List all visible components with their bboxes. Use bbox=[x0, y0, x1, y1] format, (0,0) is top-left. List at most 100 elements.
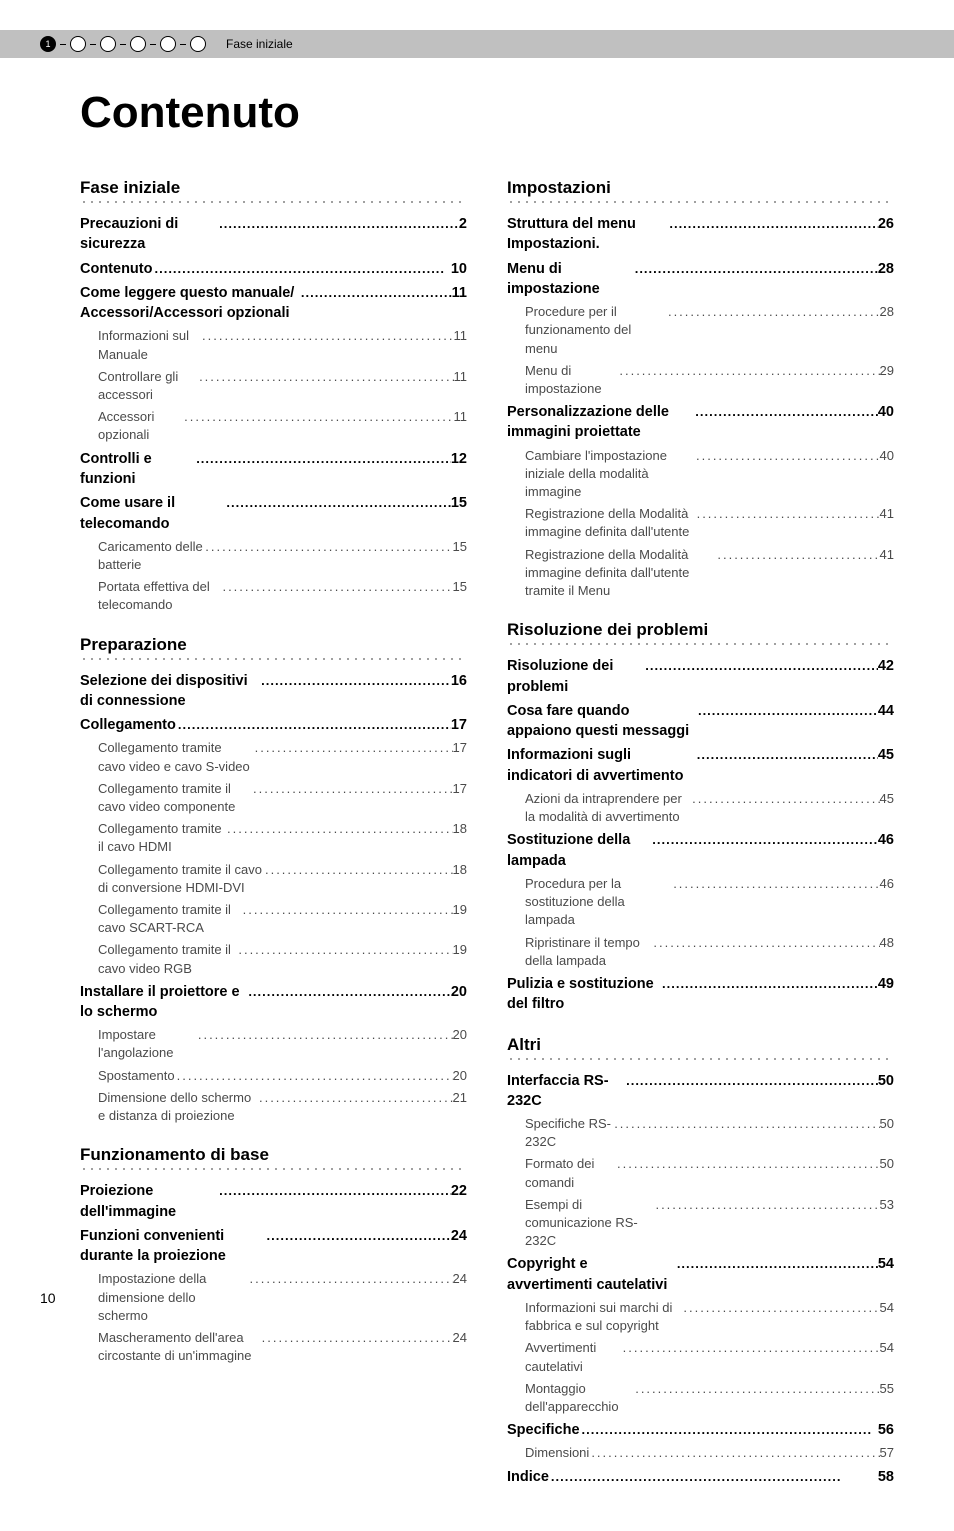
toc-leader: ........................................… bbox=[197, 368, 453, 386]
toc-text: Collegamento bbox=[80, 715, 176, 735]
toc-page: 16 bbox=[451, 671, 467, 691]
toc-text: Sostituzione della lampada bbox=[507, 830, 650, 871]
toc-entry: Collegamento tramite il cavo SCART-RCA..… bbox=[80, 901, 467, 937]
toc-leader: ........................................… bbox=[612, 1115, 879, 1133]
toc-text: Esempi di comunicazione RS-232C bbox=[525, 1196, 653, 1251]
toc-page: 15 bbox=[453, 578, 467, 596]
toc-entry: Copyright e avvertimenti cautelativi....… bbox=[507, 1254, 894, 1295]
toc-entry: Proiezione dell'immagine................… bbox=[80, 1181, 467, 1222]
toc-entry: Struttura del menu Impostazioni.........… bbox=[507, 214, 894, 255]
step-circle-2 bbox=[70, 36, 86, 52]
section-rule bbox=[507, 1057, 894, 1061]
toc-entry: Registrazione della Modalità immagine de… bbox=[507, 546, 894, 601]
toc-leader: ........................................… bbox=[257, 1089, 453, 1107]
toc-entry: Caricamento delle batterie..............… bbox=[80, 538, 467, 574]
toc-text: Avvertimenti cautelativi bbox=[525, 1339, 621, 1375]
toc-leader: ........................................… bbox=[617, 362, 879, 380]
toc-page: 56 bbox=[878, 1420, 894, 1440]
toc-entry: Formato dei comandi.....................… bbox=[507, 1155, 894, 1191]
toc-leader: ........................................… bbox=[666, 303, 880, 321]
toc-page: 20 bbox=[453, 1067, 467, 1085]
toc-entry: Collegamento tramite il cavo di conversi… bbox=[80, 861, 467, 897]
toc-page: 2 bbox=[459, 214, 467, 234]
toc-leader: ........................................… bbox=[225, 820, 453, 838]
toc-text: Registrazione della Modalità immagine de… bbox=[525, 505, 695, 541]
toc-leader: ........................................… bbox=[217, 1182, 451, 1200]
toc-text: Ripristinare il tempo della lampada bbox=[525, 934, 651, 970]
section-rule bbox=[80, 657, 467, 661]
toc-leader: ........................................… bbox=[695, 746, 878, 764]
toc-page: 46 bbox=[878, 830, 894, 850]
toc-text: Informazioni sul Manuale bbox=[98, 327, 200, 363]
toc-entry: Avvertimenti cautelativi................… bbox=[507, 1339, 894, 1375]
toc-leader: ........................................… bbox=[251, 780, 453, 798]
toc-page: 10 bbox=[451, 259, 467, 279]
toc-text: Mascheramento dell'area circostante di u… bbox=[98, 1329, 260, 1365]
toc-column-left: Fase inizialePrecauzioni di sicurezza...… bbox=[80, 178, 467, 1491]
toc-page: 17 bbox=[451, 715, 467, 735]
toc-entry: Interfaccia RS-232C.....................… bbox=[507, 1071, 894, 1112]
toc-leader: ........................................… bbox=[633, 260, 878, 278]
toc-leader: ........................................… bbox=[224, 494, 450, 512]
toc-text: Registrazione della Modalità immagine de… bbox=[525, 546, 715, 601]
toc-leader: ........................................… bbox=[696, 702, 878, 720]
toc-entry: Procedura per la sostituzione della lamp… bbox=[507, 875, 894, 930]
step-circle-5 bbox=[160, 36, 176, 52]
toc-entry: Sostituzione della lampada..............… bbox=[507, 830, 894, 871]
toc-page: 54 bbox=[880, 1339, 894, 1357]
toc-entry: Impostare l'angolazione.................… bbox=[80, 1026, 467, 1062]
toc-page: 22 bbox=[451, 1181, 467, 1201]
toc-text: Formato dei comandi bbox=[525, 1155, 615, 1191]
toc-entry: Risoluzione dei problemi................… bbox=[507, 656, 894, 697]
toc-entry: Selezione dei dispositivi di connessione… bbox=[80, 671, 467, 712]
section-rule bbox=[507, 642, 894, 646]
toc-leader: ........................................… bbox=[260, 1329, 453, 1347]
page-title: Contenuto bbox=[80, 88, 894, 138]
toc-text: Procedura per la sostituzione della lamp… bbox=[525, 875, 671, 930]
toc-entry: Menu di impostazione....................… bbox=[507, 259, 894, 300]
toc-text: Cosa fare quando appaiono questi messagg… bbox=[507, 701, 696, 742]
toc-text: Interfaccia RS-232C bbox=[507, 1071, 624, 1112]
toc-text: Risoluzione dei problemi bbox=[507, 656, 643, 697]
toc-leader: ........................................… bbox=[695, 505, 880, 523]
toc-entry: Cambiare l'impostazione iniziale della m… bbox=[507, 447, 894, 502]
toc-entry: Portata effettiva del telecomando.......… bbox=[80, 578, 467, 614]
toc-page: 54 bbox=[880, 1299, 894, 1317]
header-bar: 1 Fase iniziale bbox=[0, 30, 954, 58]
toc-text: Dimensione dello schermo e distanza di p… bbox=[98, 1089, 257, 1125]
toc-text: Contenuto bbox=[80, 259, 152, 279]
toc-entry: Azioni da intraprendere per la modalità … bbox=[507, 790, 894, 826]
toc-leader: ........................................… bbox=[549, 1468, 878, 1486]
toc-entry: Montaggio dell'apparecchio..............… bbox=[507, 1380, 894, 1416]
toc-entry: Funzioni convenienti durante la proiezio… bbox=[80, 1226, 467, 1267]
toc-page: 11 bbox=[454, 408, 468, 426]
toc-page: 50 bbox=[880, 1155, 894, 1173]
toc-leader: ........................................… bbox=[624, 1072, 878, 1090]
toc-entry: Cosa fare quando appaiono questi messagg… bbox=[507, 701, 894, 742]
step-dash bbox=[150, 44, 156, 45]
section-rule bbox=[80, 1167, 467, 1171]
toc-leader: ........................................… bbox=[690, 790, 879, 808]
toc-text: Impostare l'angolazione bbox=[98, 1026, 196, 1062]
toc-text: Specifiche RS-232C bbox=[525, 1115, 612, 1151]
toc-page: 28 bbox=[880, 303, 894, 321]
toc-page: 50 bbox=[880, 1115, 894, 1133]
step-circle-3 bbox=[100, 36, 116, 52]
toc-leader: ........................................… bbox=[667, 215, 878, 233]
toc-leader: ........................................… bbox=[196, 1026, 453, 1044]
toc-entry: Pulizia e sostituzione del filtro.......… bbox=[507, 974, 894, 1015]
toc-leader: ........................................… bbox=[175, 1067, 453, 1085]
section-header: Fase iniziale bbox=[80, 178, 467, 198]
toc-leader: ........................................… bbox=[220, 578, 452, 596]
toc-leader: ........................................… bbox=[259, 672, 451, 690]
toc-entry: Informazioni sugli indicatori di avverti… bbox=[507, 745, 894, 786]
toc-page: 50 bbox=[878, 1071, 894, 1091]
toc-text: Impostazione della dimensione dello sche… bbox=[98, 1270, 248, 1325]
toc-page: 45 bbox=[880, 790, 894, 808]
toc-page: 21 bbox=[453, 1089, 467, 1107]
toc-page: 15 bbox=[451, 493, 467, 513]
step-dash bbox=[90, 44, 96, 45]
toc-entry: Collegamento tramite il cavo HDMI.......… bbox=[80, 820, 467, 856]
toc-page: 42 bbox=[878, 656, 894, 676]
toc-page: 48 bbox=[880, 934, 894, 952]
